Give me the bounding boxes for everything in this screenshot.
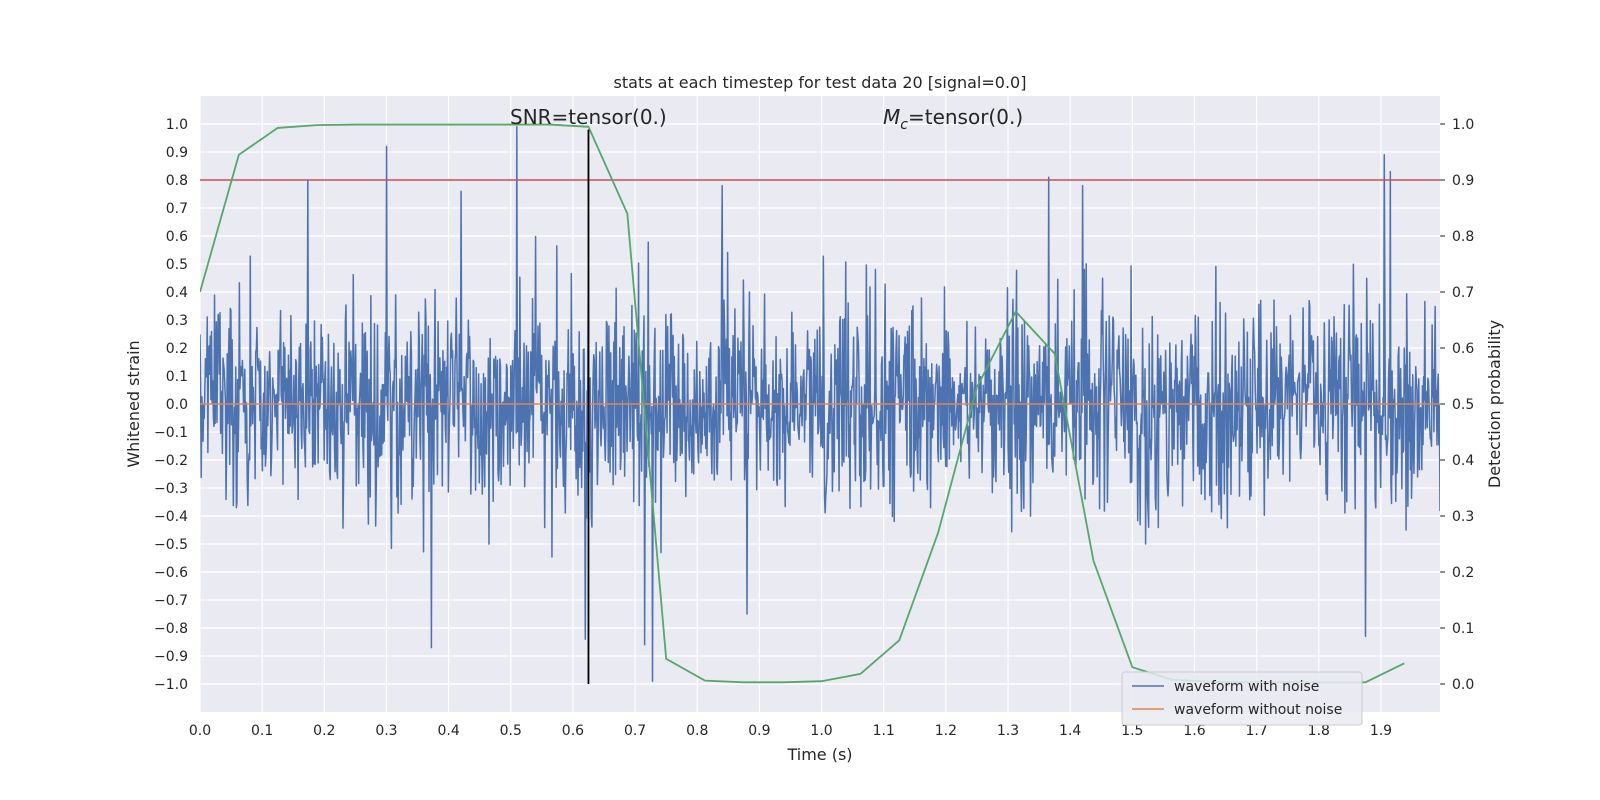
x-tick-label: 1.1 [873,723,895,739]
y-tick-label: 0.1 [166,369,188,385]
y-tick-label: 0.8 [166,173,188,189]
x-tick-label: 1.2 [935,723,957,739]
series-waveform-with-noise [200,126,1440,682]
y2-tick-label: 0.3 [1452,509,1474,525]
mc-symbol: M [883,105,900,129]
y-tick-label: −0.6 [154,565,188,581]
y-tick-label: 0.9 [166,145,188,161]
y-tick-label: −1.0 [154,677,188,693]
y2-tick-label: 0.7 [1452,285,1474,301]
y-tick-label: 0.0 [166,397,188,413]
y-tick-label: 0.6 [166,229,188,245]
y-tick-label: −0.9 [154,649,188,665]
y2-tick-label: 0.1 [1452,621,1474,637]
y-tick-label: 1.0 [166,117,188,133]
x-tick-label: 0.0 [189,723,211,739]
snr-annotation: SNR=tensor(0.) [510,105,667,129]
x-tick-label: 0.4 [437,723,459,739]
y-tick-label: 0.5 [166,257,188,273]
y2-tick-label: 0.4 [1452,453,1474,469]
x-tick-label: 1.5 [1121,723,1143,739]
y-tick-labels: 1.0 0.9 0.8 0.7 0.6 0.5 0.4 0.3 0.2 0.1 0.0 −0.1 −0.… [154,117,188,693]
x-tick-label: 1.0 [810,723,832,739]
x-tick-label: 1.9 [1370,723,1392,739]
y-tick-label: 0.4 [166,285,188,301]
x-tick-label: 0.2 [313,723,335,739]
y2-tick-label: 1.0 [1452,117,1474,133]
legend-label-noise: waveform with noise [1174,679,1319,695]
x-tick-label: 0.7 [624,723,646,739]
x-axis-label: Time (s) [786,745,852,764]
legend: waveform with noise waveform without noi… [1121,671,1363,726]
mc-subscript: c [900,117,908,133]
y-tick-label: −0.2 [154,453,188,469]
y-axis-label: Whitened strain [124,340,143,467]
x-tick-label: 0.8 [686,723,708,739]
y2-tick-label: 0.6 [1452,341,1474,357]
y-tick-label: −0.3 [154,481,188,497]
mc-rest: =tensor(0.) [908,105,1023,129]
legend-label-clean: waveform without noise [1174,702,1342,718]
y2-tick-label: 0.0 [1452,677,1474,693]
y-tick-label: 0.2 [166,341,188,357]
y2-axis-label: Detection probability [1485,320,1504,488]
x-tick-label: 1.6 [1183,723,1205,739]
y-tick-label: 0.7 [166,201,188,217]
x-tick-label: 1.7 [1246,723,1268,739]
y-tick-label: −0.4 [154,509,188,525]
y2-tick-label: 0.8 [1452,229,1474,245]
y-tick-label: −0.7 [154,593,188,609]
x-tick-label: 1.4 [1059,723,1081,739]
x-tick-labels: 0.0 0.1 0.2 0.3 0.4 0.5 0.6 0.7 0.8 0.9 1.0 1.1 1.2 1… [189,723,1392,739]
y-tick-label: −0.8 [154,621,188,637]
x-tick-label: 1.8 [1308,723,1330,739]
legend-box [1121,671,1363,726]
y2-tick-label: 0.9 [1452,173,1474,189]
x-tick-label: 0.1 [251,723,273,739]
x-tick-label: 1.3 [997,723,1019,739]
y2-tick-label: 0.2 [1452,565,1474,581]
x-tick-label: 0.3 [375,723,397,739]
y2-tick-labels: 1.0 0.9 0.8 0.7 0.6 0.5 0.4 0.3 0.2 0.1 0.0 [1440,117,1474,693]
y2-tick-label: 0.5 [1452,397,1474,413]
x-tick-label: 0.9 [748,723,770,739]
x-tick-label: 0.5 [500,723,522,739]
x-tick-label: 0.6 [562,723,584,739]
y-tick-label: −0.1 [154,425,188,441]
chart-title: stats at each timestep for test data 20 … [614,73,1027,92]
y-tick-label: 0.3 [166,313,188,329]
mc-annotation: Mc=tensor(0.) [883,105,1023,133]
y-tick-label: −0.5 [154,537,188,553]
